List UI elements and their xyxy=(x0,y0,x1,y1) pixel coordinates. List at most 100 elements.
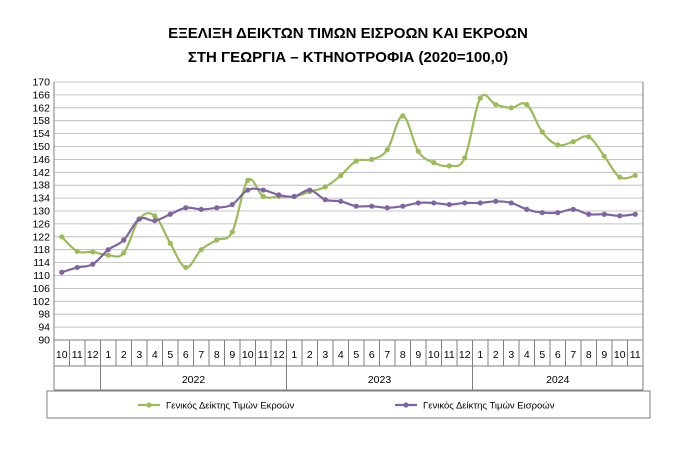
data-point xyxy=(59,234,65,240)
data-point xyxy=(462,200,468,206)
x-tick-label: 7 xyxy=(570,349,576,361)
data-point xyxy=(524,101,530,108)
year-label: 2023 xyxy=(368,374,392,386)
x-tick-label: 10 xyxy=(614,349,626,361)
x-tick-label: 8 xyxy=(400,349,406,361)
data-point xyxy=(570,139,576,145)
chart-title-line2: ΣΤΗ ΓΕΩΡΓΙΑ – ΚΤΗΝΟΤΡΟΦΙΑ (2020=100,0) xyxy=(188,49,508,66)
data-point xyxy=(198,206,204,212)
x-tick-label: 5 xyxy=(167,349,173,361)
legend: Γενικός Δείκτης Τιμών Εκροών Γενικός Δείκ… xyxy=(46,390,651,419)
x-tick-label: 4 xyxy=(152,349,158,361)
data-point xyxy=(307,187,313,193)
x-tick-label: 4 xyxy=(524,349,530,361)
data-point xyxy=(353,158,359,164)
y-tick-label: 146 xyxy=(32,154,50,166)
y-tick-label: 102 xyxy=(32,296,50,308)
data-point xyxy=(539,210,545,216)
data-point xyxy=(245,177,251,183)
x-tick-label: 9 xyxy=(415,349,421,361)
data-point xyxy=(74,248,80,254)
y-tick-label: 166 xyxy=(32,89,50,101)
data-point xyxy=(555,210,561,216)
x-tick-label: 11 xyxy=(630,349,641,361)
legend-swatch-marker xyxy=(146,402,152,408)
x-tick-label: 10 xyxy=(56,349,68,361)
data-point xyxy=(167,211,173,217)
x-tick-label: 6 xyxy=(555,349,561,361)
data-point xyxy=(462,155,468,161)
y-tick-label: 114 xyxy=(33,257,50,269)
year-label: 2022 xyxy=(182,374,206,386)
data-point xyxy=(539,129,545,135)
chart-title-line1: ΕΞΕΛΙΞΗ ΔΕΙΚΤΩΝ ΤΙΜΩΝ ΕΙΣΡΟΩΝ ΚΑΙ ΕΚΡΟΩΝ xyxy=(168,25,528,42)
x-tick-label: 12 xyxy=(87,349,99,361)
x-tick-label: 9 xyxy=(229,349,235,361)
data-point xyxy=(183,264,189,271)
year-label: 2024 xyxy=(546,374,570,386)
data-point xyxy=(493,101,499,108)
y-tick-label: 138 xyxy=(32,180,50,192)
data-point xyxy=(586,134,592,140)
data-point xyxy=(400,203,406,209)
x-tick-label: 8 xyxy=(214,349,220,361)
data-point xyxy=(632,172,638,179)
data-point xyxy=(229,229,235,235)
x-tick-label: 11 xyxy=(258,349,269,361)
data-point xyxy=(384,205,390,211)
data-point xyxy=(59,269,65,275)
y-axis: 9094981021061101141181221261301341381421… xyxy=(32,77,50,347)
data-point xyxy=(74,264,80,271)
data-point xyxy=(586,211,592,217)
x-tick-label: 1 xyxy=(105,349,111,361)
legend-swatch-marker xyxy=(403,402,409,408)
data-point xyxy=(384,147,390,153)
data-point xyxy=(508,105,514,111)
series-group xyxy=(59,93,638,275)
data-point xyxy=(353,203,359,209)
y-tick-label: 162 xyxy=(32,102,50,114)
y-tick-label: 154 xyxy=(32,128,50,140)
data-point xyxy=(446,201,452,208)
x-tick-label: 11 xyxy=(444,349,455,361)
data-point xyxy=(632,211,638,217)
legend-label: Γενικός Δείκτης Τιμών Εκροών xyxy=(166,401,294,412)
data-point xyxy=(601,153,607,159)
data-point xyxy=(121,250,127,256)
data-point xyxy=(276,192,282,198)
data-point xyxy=(524,206,530,212)
x-tick-label: 6 xyxy=(183,349,189,361)
grid xyxy=(54,81,643,341)
data-point xyxy=(369,156,375,162)
data-point xyxy=(338,172,344,179)
x-tick-label: 10 xyxy=(242,349,254,361)
data-point xyxy=(617,213,623,219)
data-point xyxy=(446,163,452,169)
data-point xyxy=(105,247,111,253)
x-tick-label: 5 xyxy=(539,349,545,361)
data-point xyxy=(167,240,173,246)
data-point xyxy=(477,200,483,206)
data-point xyxy=(105,252,111,258)
x-tick-label: 12 xyxy=(273,349,285,361)
data-point xyxy=(90,249,96,255)
x-tick-label: 2 xyxy=(121,349,127,361)
legend-label: Γενικός Δείκτης Τιμών Εισροών xyxy=(423,401,555,412)
data-point xyxy=(508,200,514,206)
y-tick-label: 106 xyxy=(32,283,50,295)
legend-box xyxy=(46,390,651,419)
x-tick-label: 7 xyxy=(198,349,204,361)
x-tick-label: 3 xyxy=(136,349,142,361)
y-tick-label: 90 xyxy=(38,335,50,347)
data-point xyxy=(322,197,328,203)
x-tick-label: 12 xyxy=(459,349,471,361)
y-tick-label: 110 xyxy=(33,270,50,282)
data-point xyxy=(291,193,297,200)
y-tick-label: 150 xyxy=(32,141,50,153)
x-tick-label: 10 xyxy=(428,349,440,361)
y-tick-label: 118 xyxy=(33,244,50,256)
data-point xyxy=(136,216,142,222)
y-tick-label: 142 xyxy=(32,167,50,179)
y-tick-label: 130 xyxy=(32,206,50,218)
